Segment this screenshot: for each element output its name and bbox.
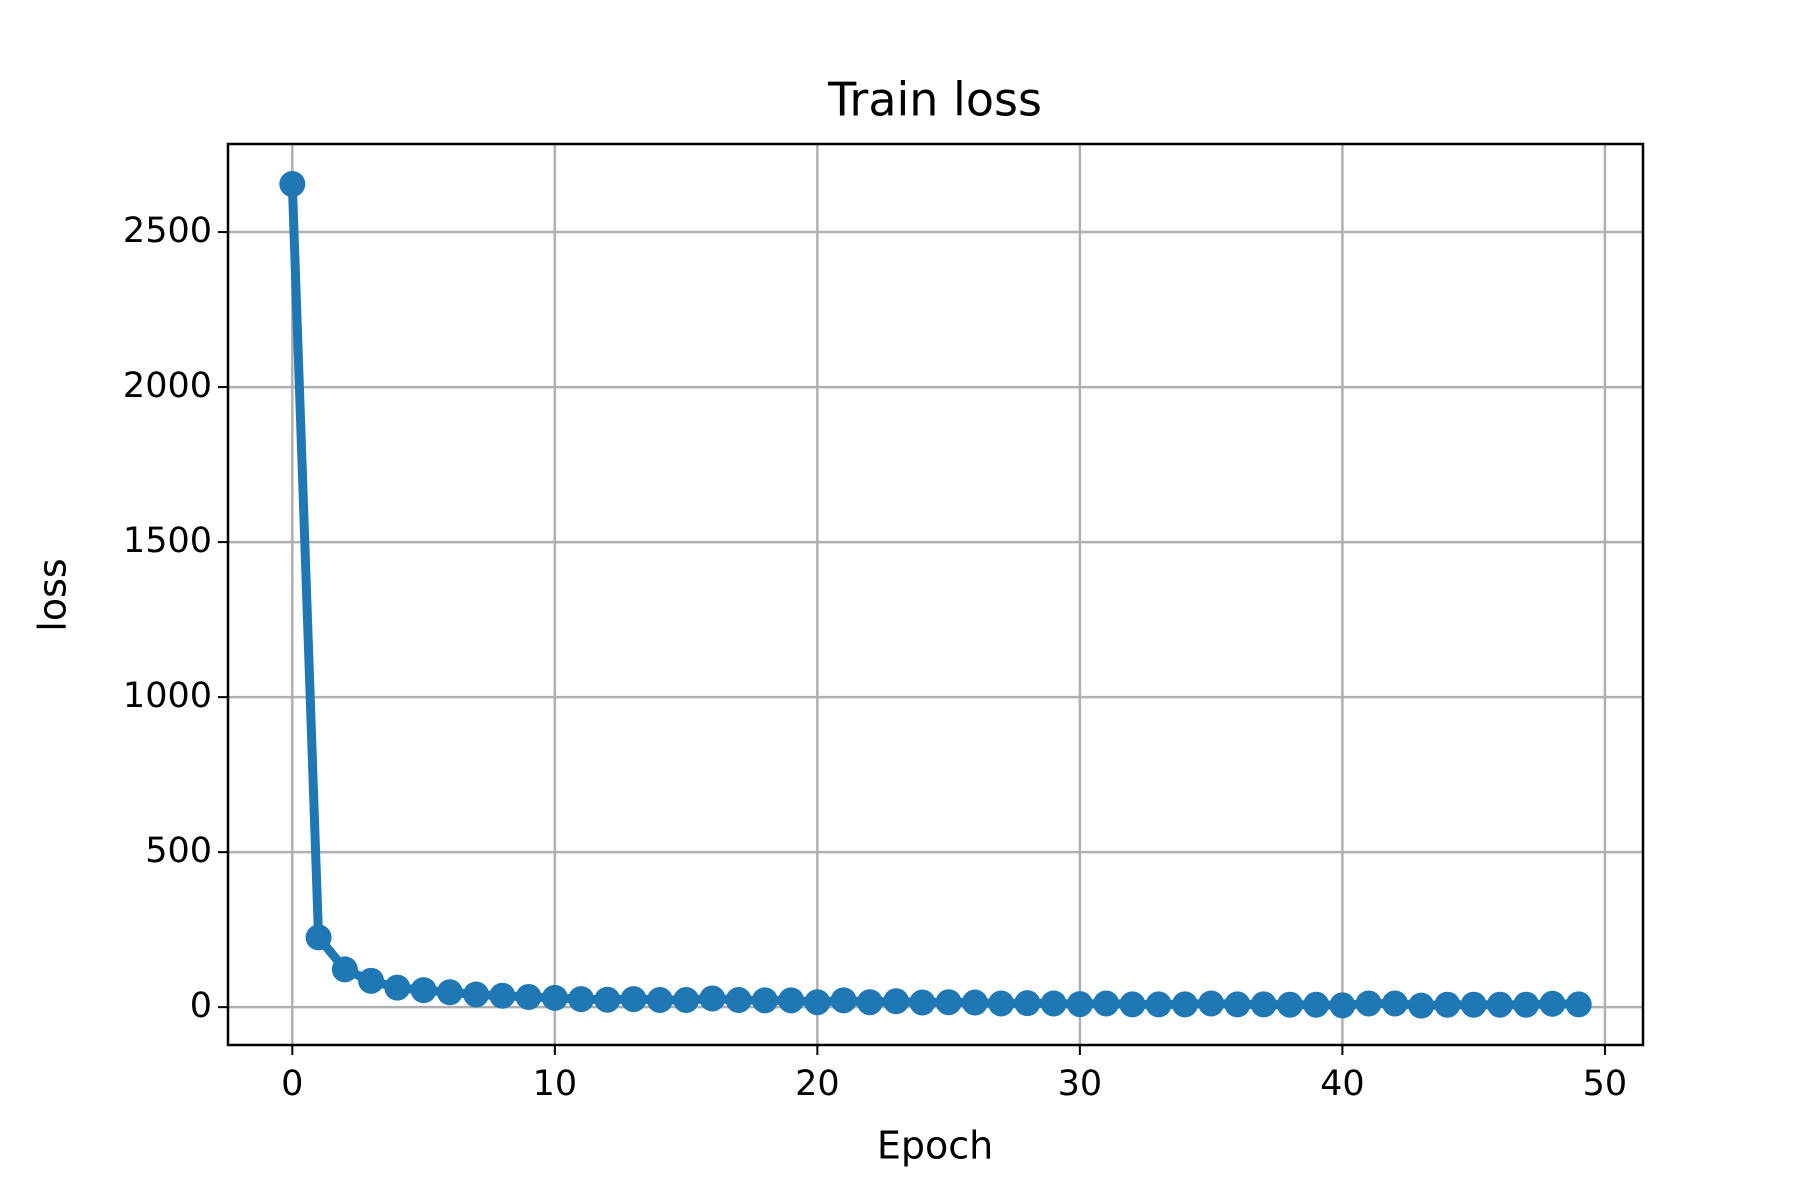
marker [305, 924, 332, 951]
x-tick-label: 0 [281, 1064, 303, 1104]
marker [751, 987, 778, 1014]
marker [1329, 992, 1356, 1019]
marker [1539, 990, 1566, 1017]
marker [883, 988, 910, 1015]
chart-title: Train loss [827, 73, 1042, 127]
marker [988, 990, 1015, 1017]
marker [1355, 990, 1382, 1017]
y-tick-label: 1500 [123, 521, 212, 561]
marker [384, 974, 411, 1001]
marker [646, 987, 673, 1014]
marker [463, 981, 490, 1008]
marker [410, 977, 437, 1004]
marker [1119, 991, 1146, 1018]
marker [1093, 990, 1120, 1017]
marker [594, 986, 621, 1013]
marker [1250, 991, 1277, 1018]
marker [331, 956, 358, 983]
x-axis-label: Epoch [877, 1124, 993, 1168]
marker [1381, 990, 1408, 1017]
marker [935, 989, 962, 1016]
marker [541, 984, 568, 1011]
marker [1224, 991, 1251, 1018]
y-tick-label: 0 [190, 986, 212, 1026]
marker [1014, 990, 1041, 1017]
marker [1145, 991, 1172, 1018]
marker [961, 989, 988, 1016]
marker [568, 986, 595, 1013]
y-tick-label: 500 [145, 831, 212, 871]
marker [1276, 991, 1303, 1018]
marker [673, 987, 700, 1014]
x-tick-label: 30 [1058, 1064, 1103, 1104]
x-tick-label: 10 [533, 1064, 578, 1104]
y-tick-label: 2000 [123, 366, 212, 406]
marker [725, 987, 752, 1014]
marker [279, 170, 306, 197]
marker [1040, 990, 1067, 1017]
marker [1565, 991, 1592, 1018]
marker [358, 967, 385, 994]
marker [489, 982, 516, 1009]
plot-frame [226, 142, 1645, 1047]
marker [436, 979, 463, 1006]
marker [1486, 991, 1513, 1018]
marker [515, 983, 542, 1010]
marker [778, 987, 805, 1014]
marker [804, 989, 831, 1016]
marker [909, 989, 936, 1016]
marker [1434, 991, 1461, 1018]
marker [1171, 991, 1198, 1018]
x-tick-label: 50 [1583, 1064, 1628, 1104]
y-tick-label: 1000 [123, 676, 212, 716]
marker [699, 985, 726, 1012]
x-tick-label: 20 [795, 1064, 840, 1104]
marker [856, 989, 883, 1016]
y-axis-label: loss [31, 558, 75, 631]
marker [1303, 991, 1330, 1018]
x-tick-label: 40 [1320, 1064, 1365, 1104]
y-tick-label: 2500 [123, 211, 212, 251]
marker [1513, 991, 1540, 1018]
marker [830, 987, 857, 1014]
marker [1408, 992, 1435, 1019]
marker [1066, 991, 1093, 1018]
marker [620, 986, 647, 1013]
marker [1460, 991, 1487, 1018]
marker [1198, 990, 1225, 1017]
